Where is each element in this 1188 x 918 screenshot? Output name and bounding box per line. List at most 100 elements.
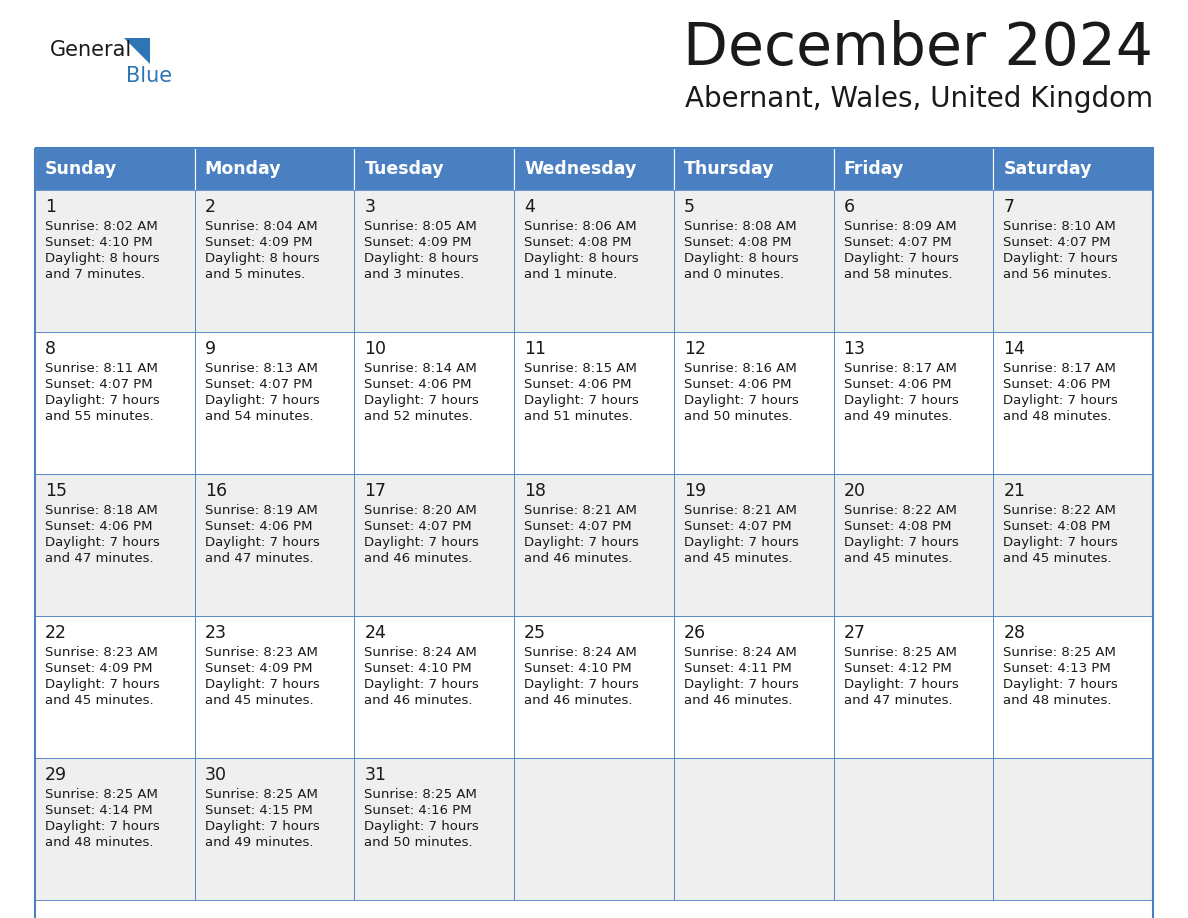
- Text: Daylight: 7 hours: Daylight: 7 hours: [1004, 678, 1118, 691]
- Text: Sunset: 4:10 PM: Sunset: 4:10 PM: [365, 662, 472, 675]
- Text: 29: 29: [45, 766, 68, 784]
- Text: Sunrise: 8:24 AM: Sunrise: 8:24 AM: [524, 646, 637, 659]
- Text: 30: 30: [204, 766, 227, 784]
- Text: Sunset: 4:07 PM: Sunset: 4:07 PM: [365, 520, 472, 533]
- Text: Daylight: 7 hours: Daylight: 7 hours: [843, 252, 959, 265]
- Text: Daylight: 7 hours: Daylight: 7 hours: [684, 678, 798, 691]
- Text: Sunset: 4:08 PM: Sunset: 4:08 PM: [843, 520, 952, 533]
- Bar: [354, 616, 514, 758]
- Text: Sunrise: 8:20 AM: Sunrise: 8:20 AM: [365, 504, 478, 517]
- Text: 21: 21: [1004, 482, 1025, 500]
- Text: and 48 minutes.: and 48 minutes.: [1004, 694, 1112, 707]
- Bar: [354, 148, 514, 190]
- Text: Sunset: 4:07 PM: Sunset: 4:07 PM: [684, 520, 791, 533]
- Text: 25: 25: [524, 624, 546, 642]
- Text: Sunrise: 8:21 AM: Sunrise: 8:21 AM: [524, 504, 637, 517]
- Text: Saturday: Saturday: [1004, 160, 1092, 178]
- Text: Sunrise: 8:16 AM: Sunrise: 8:16 AM: [684, 362, 797, 375]
- Text: Thursday: Thursday: [684, 160, 775, 178]
- Text: Friday: Friday: [843, 160, 904, 178]
- Bar: [34, 148, 195, 190]
- Bar: [993, 148, 1154, 190]
- Bar: [514, 616, 674, 758]
- Bar: [514, 332, 674, 474]
- Text: Daylight: 8 hours: Daylight: 8 hours: [524, 252, 639, 265]
- Text: Daylight: 7 hours: Daylight: 7 hours: [1004, 394, 1118, 407]
- Bar: [514, 758, 674, 900]
- Text: and 47 minutes.: and 47 minutes.: [45, 552, 153, 565]
- Text: Daylight: 7 hours: Daylight: 7 hours: [524, 394, 639, 407]
- Text: and 7 minutes.: and 7 minutes.: [45, 268, 145, 281]
- Text: Sunrise: 8:14 AM: Sunrise: 8:14 AM: [365, 362, 478, 375]
- Text: Sunrise: 8:17 AM: Sunrise: 8:17 AM: [1004, 362, 1117, 375]
- Text: Sunset: 4:14 PM: Sunset: 4:14 PM: [45, 804, 152, 817]
- Text: Sunset: 4:06 PM: Sunset: 4:06 PM: [843, 378, 952, 391]
- Text: 5: 5: [684, 198, 695, 216]
- Text: and 50 minutes.: and 50 minutes.: [365, 836, 473, 849]
- Text: and 1 minute.: and 1 minute.: [524, 268, 618, 281]
- Text: and 49 minutes.: and 49 minutes.: [843, 410, 952, 423]
- Bar: [993, 474, 1154, 616]
- Text: Sunrise: 8:13 AM: Sunrise: 8:13 AM: [204, 362, 317, 375]
- Bar: [195, 148, 354, 190]
- Text: Sunrise: 8:25 AM: Sunrise: 8:25 AM: [1004, 646, 1117, 659]
- Bar: [993, 332, 1154, 474]
- Bar: [354, 332, 514, 474]
- Text: Sunrise: 8:15 AM: Sunrise: 8:15 AM: [524, 362, 637, 375]
- Text: Daylight: 7 hours: Daylight: 7 hours: [365, 536, 479, 549]
- Bar: [674, 474, 834, 616]
- Text: Sunrise: 8:23 AM: Sunrise: 8:23 AM: [45, 646, 158, 659]
- Text: Sunrise: 8:09 AM: Sunrise: 8:09 AM: [843, 220, 956, 233]
- Text: Sunset: 4:06 PM: Sunset: 4:06 PM: [45, 520, 152, 533]
- Bar: [354, 190, 514, 332]
- Text: Daylight: 7 hours: Daylight: 7 hours: [843, 678, 959, 691]
- Text: Daylight: 8 hours: Daylight: 8 hours: [365, 252, 479, 265]
- Text: 20: 20: [843, 482, 866, 500]
- Text: 13: 13: [843, 340, 866, 358]
- Text: Sunrise: 8:02 AM: Sunrise: 8:02 AM: [45, 220, 158, 233]
- Bar: [993, 758, 1154, 900]
- Text: 16: 16: [204, 482, 227, 500]
- Bar: [834, 616, 993, 758]
- Text: and 56 minutes.: and 56 minutes.: [1004, 268, 1112, 281]
- Text: Daylight: 7 hours: Daylight: 7 hours: [843, 536, 959, 549]
- Text: Wednesday: Wednesday: [524, 160, 637, 178]
- Text: Sunrise: 8:08 AM: Sunrise: 8:08 AM: [684, 220, 796, 233]
- Text: Sunrise: 8:25 AM: Sunrise: 8:25 AM: [365, 788, 478, 801]
- Bar: [34, 758, 195, 900]
- Text: December 2024: December 2024: [683, 20, 1154, 77]
- Text: Sunrise: 8:22 AM: Sunrise: 8:22 AM: [1004, 504, 1117, 517]
- Text: 3: 3: [365, 198, 375, 216]
- Text: Daylight: 7 hours: Daylight: 7 hours: [684, 536, 798, 549]
- Text: Daylight: 7 hours: Daylight: 7 hours: [1004, 536, 1118, 549]
- Text: 6: 6: [843, 198, 854, 216]
- Text: Sunset: 4:07 PM: Sunset: 4:07 PM: [204, 378, 312, 391]
- Text: and 51 minutes.: and 51 minutes.: [524, 410, 633, 423]
- Text: 22: 22: [45, 624, 67, 642]
- Bar: [674, 332, 834, 474]
- Text: Sunrise: 8:06 AM: Sunrise: 8:06 AM: [524, 220, 637, 233]
- Text: Daylight: 8 hours: Daylight: 8 hours: [684, 252, 798, 265]
- Text: 9: 9: [204, 340, 216, 358]
- Text: and 49 minutes.: and 49 minutes.: [204, 836, 314, 849]
- Text: and 45 minutes.: and 45 minutes.: [45, 694, 153, 707]
- Text: Sunrise: 8:11 AM: Sunrise: 8:11 AM: [45, 362, 158, 375]
- Text: 17: 17: [365, 482, 386, 500]
- Text: Daylight: 7 hours: Daylight: 7 hours: [365, 394, 479, 407]
- Text: and 55 minutes.: and 55 minutes.: [45, 410, 153, 423]
- Text: Sunrise: 8:24 AM: Sunrise: 8:24 AM: [365, 646, 478, 659]
- Text: Sunrise: 8:25 AM: Sunrise: 8:25 AM: [843, 646, 956, 659]
- Text: Daylight: 7 hours: Daylight: 7 hours: [45, 536, 159, 549]
- Text: Sunset: 4:09 PM: Sunset: 4:09 PM: [45, 662, 152, 675]
- Text: Sunset: 4:06 PM: Sunset: 4:06 PM: [1004, 378, 1111, 391]
- Text: 15: 15: [45, 482, 67, 500]
- Text: Sunset: 4:15 PM: Sunset: 4:15 PM: [204, 804, 312, 817]
- Text: Daylight: 8 hours: Daylight: 8 hours: [45, 252, 159, 265]
- Text: Sunrise: 8:05 AM: Sunrise: 8:05 AM: [365, 220, 478, 233]
- Text: Sunset: 4:06 PM: Sunset: 4:06 PM: [524, 378, 632, 391]
- Bar: [195, 758, 354, 900]
- Text: 28: 28: [1004, 624, 1025, 642]
- Text: Daylight: 7 hours: Daylight: 7 hours: [365, 820, 479, 833]
- Bar: [354, 758, 514, 900]
- Text: Daylight: 7 hours: Daylight: 7 hours: [45, 678, 159, 691]
